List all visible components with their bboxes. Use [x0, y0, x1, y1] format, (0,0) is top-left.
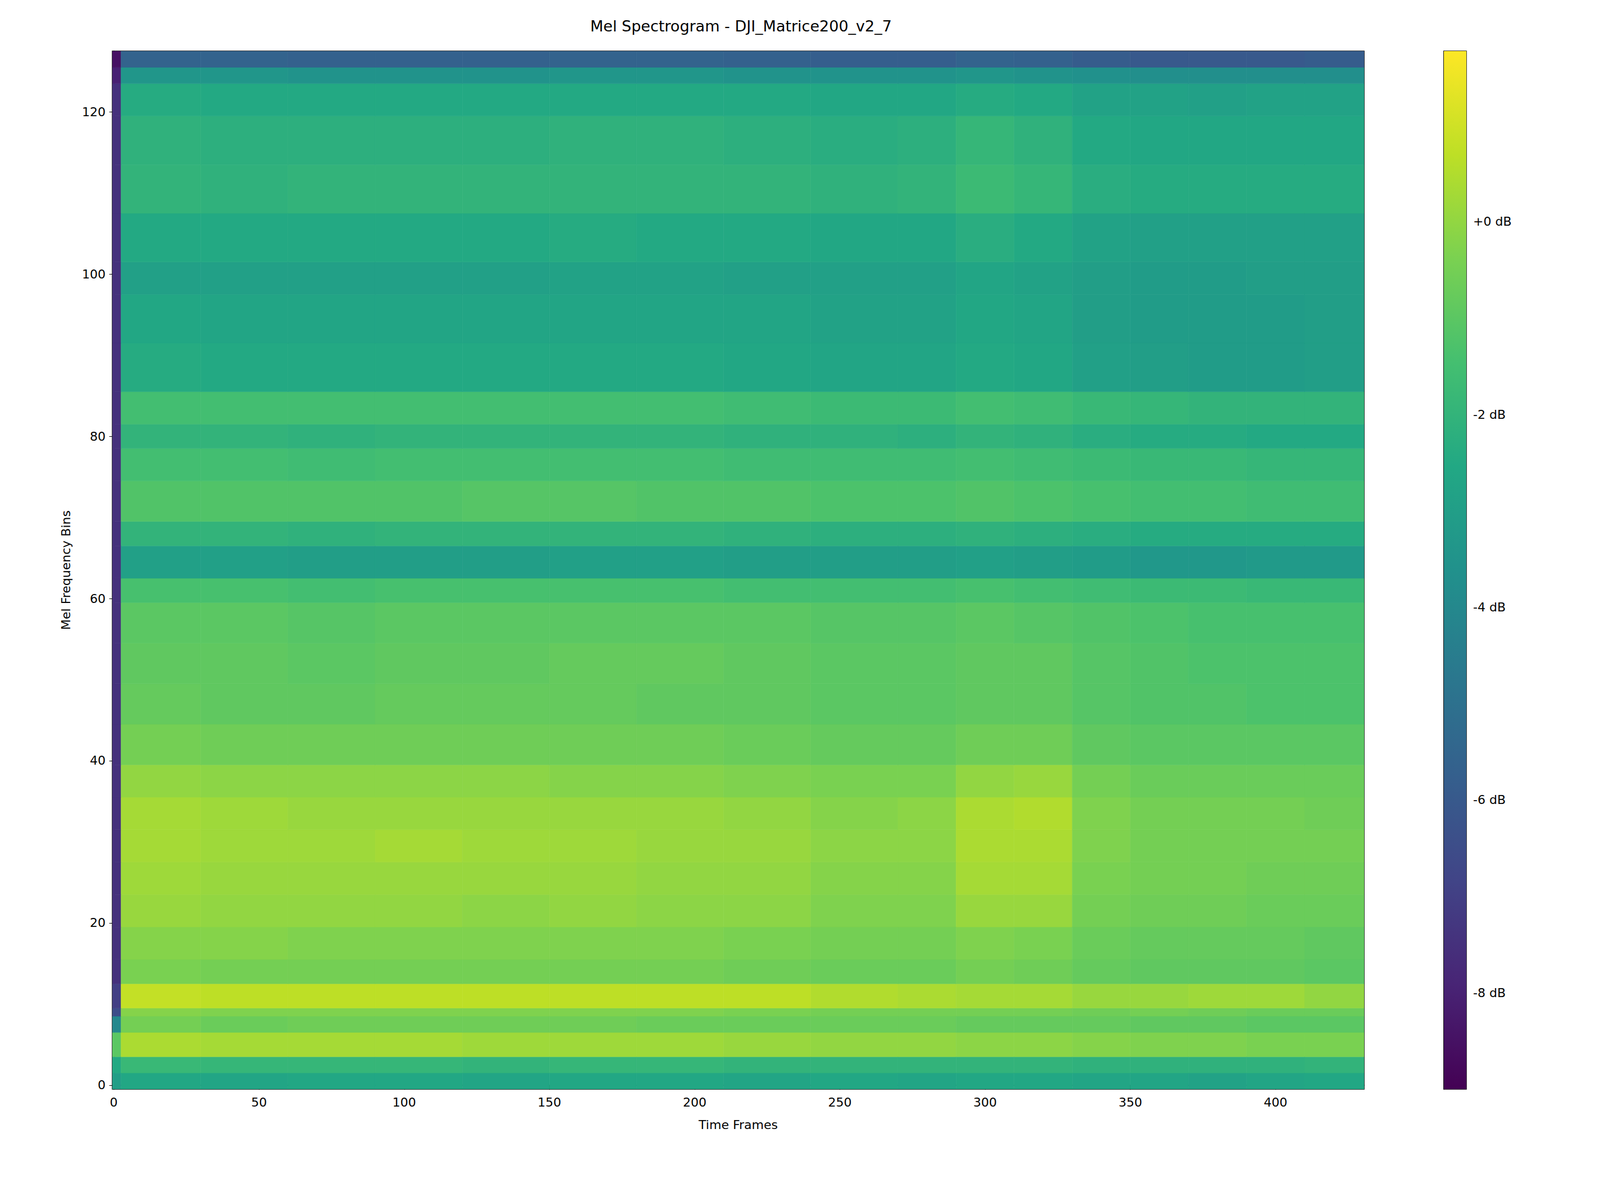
svg-text:20: 20 — [89, 915, 106, 931]
svg-text:250: 250 — [828, 1095, 852, 1110]
svg-text:Time Frames: Time Frames — [698, 1118, 778, 1133]
svg-text:60: 60 — [89, 591, 106, 606]
svg-text:100: 100 — [81, 267, 106, 282]
svg-text:80: 80 — [89, 429, 106, 444]
svg-text:300: 300 — [973, 1095, 997, 1110]
svg-text:350: 350 — [1118, 1095, 1143, 1110]
svg-text:40: 40 — [89, 753, 106, 768]
svg-text:400: 400 — [1263, 1095, 1288, 1110]
svg-text:100: 100 — [392, 1095, 417, 1110]
svg-text:-4 dB: -4 dB — [1473, 600, 1506, 615]
svg-text:+0 dB: +0 dB — [1473, 214, 1512, 229]
svg-text:120: 120 — [81, 105, 106, 120]
svg-text:-6 dB: -6 dB — [1473, 792, 1506, 808]
svg-text:-2 dB: -2 dB — [1473, 407, 1506, 422]
svg-text:0: 0 — [110, 1095, 118, 1110]
svg-text:Mel Spectrogram - DJI_Matrice2: Mel Spectrogram - DJI_Matrice200_v2_7 — [590, 17, 892, 35]
svg-text:150: 150 — [537, 1095, 562, 1110]
svg-text:-8 dB: -8 dB — [1473, 986, 1506, 1001]
svg-text:0: 0 — [97, 1078, 106, 1093]
svg-text:50: 50 — [251, 1095, 267, 1110]
svg-text:Mel Frequency Bins: Mel Frequency Bins — [58, 510, 74, 631]
svg-text:200: 200 — [682, 1095, 707, 1110]
